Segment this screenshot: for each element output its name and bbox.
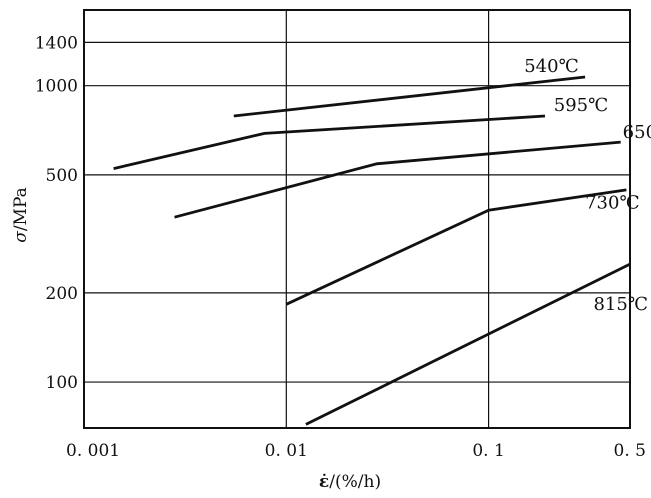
grid-lines: [84, 10, 630, 428]
series-label: 815℃: [593, 294, 648, 315]
x-tick-label: 0. 01: [265, 441, 308, 461]
y-tick-label: 500: [46, 166, 78, 186]
y-tick-label: 200: [46, 284, 78, 304]
series-labels: 540℃ 595℃ 650℃ 730℃ 815℃: [524, 56, 651, 315]
series-line-730: [285, 188, 627, 306]
series-label: 650℃: [623, 122, 651, 143]
y-tick-label: 1000: [35, 77, 78, 97]
x-tick-label: 0. 1: [472, 441, 504, 461]
y-tick-label: 1400: [35, 33, 78, 53]
tick-labels: 0. 001 0. 01 0. 1 0. 5 100 200 500 1000 1400: [35, 33, 646, 461]
series-line-815: [305, 262, 631, 426]
series-label: 595℃: [554, 95, 609, 116]
plot-frame: [83, 9, 631, 429]
series-line-540: [233, 75, 586, 118]
series-line-650: [174, 140, 621, 219]
y-axis-unit: /MPa: [11, 187, 31, 231]
series-label: 730℃: [585, 193, 640, 214]
x-tick-label: 0. 5: [614, 441, 646, 461]
y-tick-label: 100: [46, 373, 78, 393]
x-tick-label: 0. 001: [66, 441, 120, 461]
x-axis-label: ε̇/(%/h): [319, 472, 381, 492]
series-lines: [113, 75, 631, 426]
y-axis-symbol: σ: [11, 231, 31, 243]
series-label: 540℃: [524, 56, 579, 77]
x-axis-unit: /(%/h): [329, 472, 381, 492]
series-line-595: [113, 114, 546, 170]
x-axis-symbol: ε̇: [319, 472, 329, 492]
y-axis-label: σ/MPa: [11, 187, 31, 243]
